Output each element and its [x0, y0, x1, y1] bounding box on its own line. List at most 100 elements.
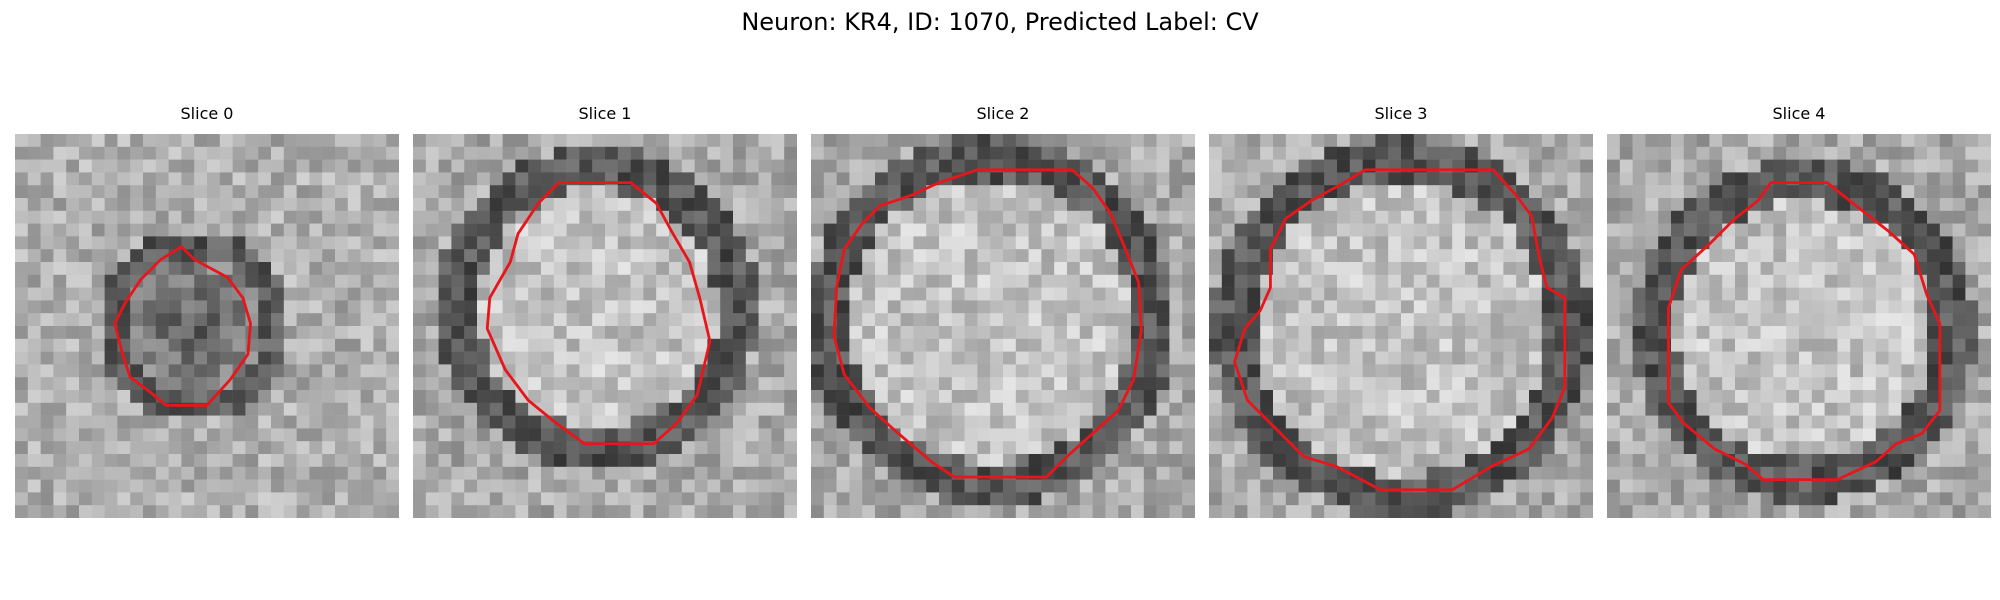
image-pixel — [1760, 479, 1774, 493]
image-pixel — [771, 326, 785, 340]
image-pixel — [1503, 364, 1517, 378]
image-pixel — [194, 313, 208, 327]
image-pixel — [990, 454, 1004, 468]
image-pixel — [258, 300, 272, 314]
image-pixel — [1003, 415, 1017, 429]
image-pixel — [811, 377, 825, 391]
image-pixel — [1401, 300, 1415, 314]
image-pixel — [1092, 492, 1106, 506]
image-pixel — [1067, 454, 1081, 468]
image-pixel — [926, 466, 940, 480]
image-pixel — [502, 172, 516, 186]
image-pixel — [1260, 466, 1274, 480]
image-pixel — [1952, 300, 1966, 314]
image-pixel — [245, 262, 259, 276]
image-pixel — [771, 505, 785, 518]
image-pixel — [1567, 492, 1581, 506]
image-pixel — [373, 210, 387, 224]
image-pixel — [66, 454, 80, 468]
image-pixel — [1773, 146, 1787, 160]
image-pixel — [1850, 415, 1864, 429]
image-pixel — [373, 364, 387, 378]
image-pixel — [79, 236, 93, 250]
neuron-contour — [113, 245, 252, 407]
image-pixel — [1760, 454, 1774, 468]
image-pixel — [271, 338, 285, 352]
image-pixel — [1054, 146, 1068, 160]
image-pixel — [425, 172, 439, 186]
image-pixel — [977, 351, 991, 365]
image-pixel — [1811, 505, 1825, 518]
image-pixel — [373, 185, 387, 199]
image-pixel — [1503, 146, 1517, 160]
image-pixel — [1888, 454, 1902, 468]
image-pixel — [1156, 274, 1170, 288]
image-pixel — [66, 300, 80, 314]
image-pixel — [335, 287, 349, 301]
image-pixel — [1375, 505, 1389, 518]
image-pixel — [53, 505, 67, 518]
image-pixel — [1221, 313, 1235, 327]
image-pixel — [104, 287, 118, 301]
image-pixel — [1285, 249, 1299, 263]
image-pixel — [656, 159, 670, 173]
image-pixel — [1658, 210, 1672, 224]
image-pixel — [1015, 505, 1029, 518]
image-pixel — [887, 172, 901, 186]
image-pixel — [360, 492, 374, 506]
image-pixel — [1760, 351, 1774, 365]
image-pixel — [862, 274, 876, 288]
image-pixel — [849, 313, 863, 327]
image-pixel — [836, 377, 850, 391]
image-pixel — [1632, 249, 1646, 263]
image-pixel — [951, 185, 965, 199]
image-pixel — [451, 210, 465, 224]
image-pixel — [1105, 326, 1119, 340]
image-pixel — [1760, 159, 1774, 173]
image-pixel — [913, 377, 927, 391]
image-pixel — [1490, 146, 1504, 160]
image-pixel — [1247, 210, 1261, 224]
image-pixel — [1452, 377, 1466, 391]
image-pixel — [53, 377, 67, 391]
image-pixel — [53, 134, 67, 148]
image-pixel — [926, 134, 940, 148]
image-pixel — [438, 415, 452, 429]
image-pixel — [579, 274, 593, 288]
image-pixel — [347, 415, 361, 429]
image-pixel — [1888, 287, 1902, 301]
image-pixel — [1965, 351, 1979, 365]
image-pixel — [1156, 159, 1170, 173]
image-pixel — [181, 274, 195, 288]
image-pixel — [91, 313, 105, 327]
image-pixel — [66, 479, 80, 493]
image-pixel — [720, 172, 734, 186]
image-pixel — [1092, 159, 1106, 173]
image-pixel — [1914, 377, 1928, 391]
image-pixel — [1567, 377, 1581, 391]
image-pixel — [425, 377, 439, 391]
image-pixel — [117, 377, 131, 391]
image-pixel — [40, 210, 54, 224]
image-pixel — [1799, 274, 1813, 288]
image-pixel — [283, 223, 297, 237]
image-pixel — [1028, 223, 1042, 237]
image-pixel — [1901, 338, 1915, 352]
image-pixel — [579, 262, 593, 276]
image-pixel — [784, 262, 797, 276]
image-pixel — [977, 402, 991, 416]
image-pixel — [1811, 326, 1825, 340]
image-pixel — [1067, 274, 1081, 288]
image-pixel — [1939, 262, 1953, 276]
image-pixel — [1824, 210, 1838, 224]
image-pixel — [566, 377, 580, 391]
image-pixel — [245, 402, 259, 416]
image-pixel — [926, 249, 940, 263]
image-pixel — [1978, 262, 1991, 276]
image-pixel — [232, 210, 246, 224]
image-pixel — [617, 210, 631, 224]
image-pixel — [964, 492, 978, 506]
image-pixel — [964, 236, 978, 250]
image-pixel — [1580, 236, 1593, 250]
image-pixel — [1426, 505, 1440, 518]
